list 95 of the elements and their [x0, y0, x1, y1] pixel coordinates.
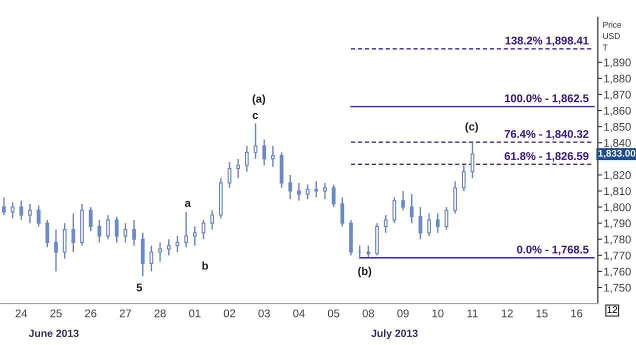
candlestick: [192, 226, 197, 246]
candlestick: [106, 214, 110, 240]
y-tick-label: 1,750: [604, 284, 631, 293]
candlestick: [340, 196, 344, 228]
candlestick: [19, 200, 24, 221]
y-tick-label: 1,890: [604, 58, 631, 68]
candlestick: [453, 180, 457, 214]
text: July 2013: [371, 329, 418, 340]
candlestick: [262, 138, 266, 166]
candlestick: [210, 210, 214, 230]
candlestick: [254, 122, 258, 160]
annotation: a: [184, 200, 191, 207]
x-tick-label: 09: [397, 309, 409, 318]
candlestick: [228, 161, 232, 188]
candlestick: [444, 206, 448, 230]
y-tick-label: 1,880: [604, 74, 631, 84]
candlestick: [401, 190, 405, 211]
y-tick-label: 1,860: [604, 106, 631, 116]
candlestick: [54, 228, 58, 272]
annotation: (a): [252, 94, 266, 105]
candlestick: [436, 212, 440, 234]
candlestick: [462, 164, 466, 192]
candlestick: [392, 196, 396, 224]
candlestick: [45, 219, 50, 248]
annotation: (c): [465, 122, 478, 133]
candlestick: [306, 184, 310, 200]
annotation: b: [202, 261, 208, 270]
candlestick: [176, 235, 180, 253]
y-tick-label: 1,820: [604, 171, 631, 180]
candlestick: [366, 244, 370, 258]
y-tick-label: 1,760: [604, 268, 631, 277]
candlestick: [97, 219, 102, 244]
y-tick-label: 1,770: [604, 252, 631, 261]
candlestick: [36, 204, 40, 228]
candlestick: [297, 182, 301, 202]
annotation: (b): [358, 266, 372, 278]
annotation: 61.8% - 1,826.59: [504, 152, 588, 162]
x-tick-label: 08: [362, 309, 374, 318]
candlestick: [245, 145, 249, 172]
x-tick-label: 15: [536, 310, 548, 318]
x-tick-label: 28: [154, 309, 166, 318]
candlestick: [114, 216, 119, 244]
candlestick: [410, 194, 414, 224]
annotation: 5: [136, 284, 142, 292]
x-tick-label: 02: [224, 309, 236, 318]
candlestick: [62, 222, 66, 260]
text: June 2013: [28, 330, 79, 338]
annotation: 100.0% - 1,862.5: [504, 94, 589, 104]
candlestick: [71, 212, 76, 253]
candlestick: [2, 196, 6, 216]
y-tick-label: 1,780: [604, 236, 631, 245]
candlestick: [271, 145, 275, 168]
candlestick: [288, 174, 292, 200]
candlestick: [427, 212, 431, 237]
x-tick-label: 12: [502, 309, 513, 318]
y-tick-label: 1,870: [604, 90, 631, 100]
candlestick: [470, 142, 474, 179]
annotation: 0.0% - 1,768.5: [517, 246, 589, 256]
candlestick: [132, 219, 136, 246]
y-tick-label: 1,790: [604, 219, 631, 229]
text: 1,833.00: [598, 150, 636, 158]
x-tick-label: 24: [16, 309, 28, 318]
candlestick: [10, 202, 14, 220]
annotation: c: [252, 112, 258, 120]
candlestick: [418, 206, 422, 240]
candlestick: [124, 222, 128, 244]
candlestick: [158, 242, 162, 262]
y-tick-label: 1,840: [604, 138, 631, 148]
y-tick-label: 1,850: [604, 122, 631, 132]
candlestick: [28, 203, 32, 224]
x-tick-label: 26: [85, 309, 96, 318]
y-tick-label: 1,800: [604, 203, 631, 213]
x-tick-label: 11: [468, 310, 478, 318]
candlestick: [332, 184, 336, 208]
x-tick-label: 05: [328, 309, 340, 318]
annotation: 138.2% 1,898.41: [506, 36, 589, 46]
x-tick-label: 10: [432, 309, 444, 318]
candlestick: [166, 238, 171, 256]
candlestick: [184, 211, 188, 248]
candlestick: [384, 214, 388, 234]
candlestick: [314, 180, 318, 198]
candlestick: [236, 158, 240, 179]
x-tick-label: 25: [50, 309, 62, 318]
x-tick-label: 16: [571, 309, 582, 318]
x-tick-label: 04: [293, 309, 305, 318]
x-tick-label: 27: [120, 309, 132, 318]
candlestick: [323, 182, 327, 200]
annotation: 76.4% - 1,840.32: [504, 130, 588, 140]
y-axis-title: Price USD T: [602, 22, 622, 50]
x-tick-label: 03: [258, 309, 270, 318]
candlestick: [150, 244, 154, 272]
candlestick: [88, 206, 93, 232]
candlestick: [202, 219, 206, 240]
x-tick-label: 01: [189, 309, 200, 318]
y-tick-label: 1,810: [604, 187, 631, 196]
